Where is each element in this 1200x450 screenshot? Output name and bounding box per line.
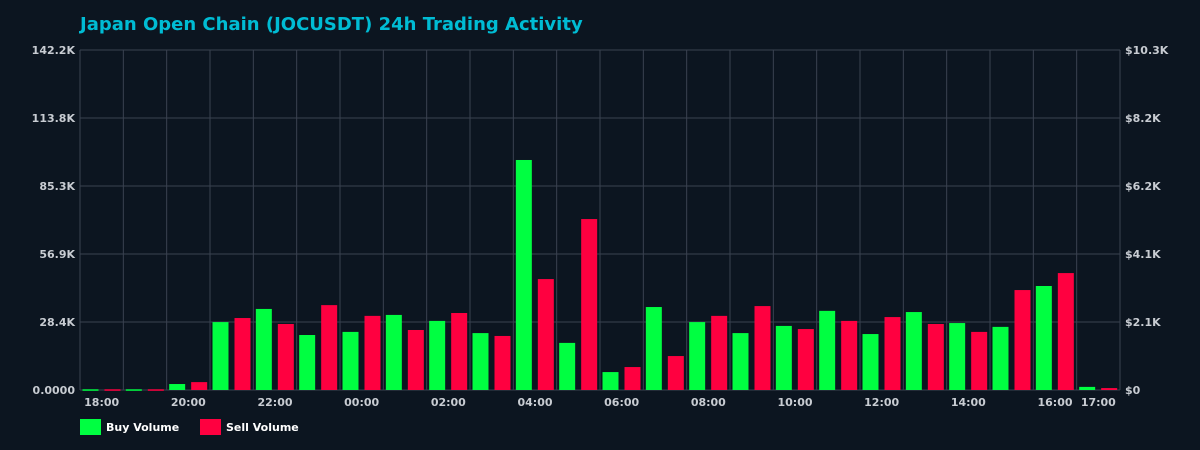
- legend-sell-swatch: [200, 419, 221, 435]
- y2-tick-label: $10.3K: [1125, 44, 1169, 57]
- y2-tick-label: $6.2K: [1125, 180, 1161, 193]
- legend-buy-swatch: [80, 419, 101, 435]
- x-tick-label: 12:00: [864, 396, 899, 409]
- sell-volume-bar: [841, 320, 858, 390]
- legend-sell: Sell Volume: [200, 419, 299, 435]
- sell-volume-bar: [624, 367, 641, 390]
- y2-tick-label: $2.1K: [1125, 316, 1161, 329]
- legend-buy-label: Buy Volume: [106, 420, 180, 434]
- buy-volume-bar: [689, 322, 706, 390]
- chart-title: Japan Open Chain (JOCUSDT) 24h Trading A…: [80, 14, 583, 35]
- buy-volume-bar: [82, 389, 99, 391]
- sell-volume-bar: [407, 329, 424, 390]
- sell-volume-bar: [321, 305, 338, 390]
- sell-volume-bar: [711, 315, 728, 390]
- x-tick-label: 20:00: [171, 396, 206, 409]
- y-tick-label: 28.4K: [39, 316, 75, 329]
- sell-volume-bar: [1014, 290, 1031, 390]
- sell-volume-bar: [971, 331, 988, 390]
- y2-tick-label: $8.2K: [1125, 112, 1161, 125]
- x-tick-label: 00:00: [344, 396, 379, 409]
- y-tick-label: 113.8K: [32, 112, 76, 125]
- buy-volume-bar: [212, 322, 229, 390]
- buy-volume-bar: [385, 314, 402, 390]
- sell-volume-bar: [191, 382, 208, 390]
- buy-volume-bar: [732, 333, 749, 390]
- buy-volume-bar: [559, 342, 576, 390]
- x-tick-label: 16:00: [1037, 396, 1072, 409]
- x-tick-label: 04:00: [517, 396, 552, 409]
- buy-volume-bar: [1035, 285, 1052, 390]
- buy-volume-bar: [169, 384, 186, 390]
- x-tick-label: 06:00: [604, 396, 639, 409]
- sell-volume-bar: [884, 317, 901, 390]
- buy-volume-bar: [255, 308, 272, 390]
- sell-volume-bar: [581, 219, 598, 390]
- x-tick-label: 18:00: [84, 396, 119, 409]
- sell-volume-bar: [1057, 273, 1074, 390]
- sell-volume-bar: [537, 279, 554, 390]
- sell-volume-bar: [1101, 388, 1118, 390]
- x-tick-label: 08:00: [691, 396, 726, 409]
- buy-volume-bar: [775, 325, 792, 390]
- sell-volume-bar: [797, 329, 814, 390]
- sell-volume-bar: [147, 389, 164, 391]
- y-tick-label: 142.2K: [32, 44, 76, 57]
- x-tick-label: 02:00: [431, 396, 466, 409]
- buy-volume-bar: [602, 372, 619, 390]
- buy-volume-bar: [905, 312, 922, 390]
- buy-volume-bar: [342, 331, 359, 390]
- buy-volume-bar: [429, 320, 446, 390]
- buy-volume-bar: [472, 333, 489, 390]
- x-tick-label: 22:00: [257, 396, 292, 409]
- sell-volume-bar: [234, 318, 251, 390]
- x-tick-label: 17:00: [1081, 396, 1116, 409]
- y2-tick-label: $0: [1125, 384, 1141, 397]
- y-tick-label: 85.3K: [39, 180, 75, 193]
- buy-volume-bar: [992, 326, 1009, 390]
- buy-volume-bar: [125, 389, 142, 391]
- buy-volume-bar: [819, 310, 836, 390]
- sell-volume-bar: [277, 324, 294, 390]
- x-tick-label: 14:00: [951, 396, 986, 409]
- x-tick-label: 10:00: [777, 396, 812, 409]
- buy-volume-bar: [645, 307, 662, 390]
- buy-volume-bar: [862, 334, 879, 390]
- buy-volume-bar: [949, 323, 966, 390]
- y-tick-label: 0.0000: [33, 384, 76, 397]
- buy-volume-bar: [515, 159, 532, 390]
- legend-sell-label: Sell Volume: [226, 420, 299, 434]
- buy-volume-bar: [1079, 386, 1096, 390]
- sell-volume-bar: [667, 356, 684, 390]
- sell-volume-bar: [451, 313, 468, 390]
- sell-volume-bar: [104, 389, 121, 391]
- sell-volume-bar: [364, 315, 381, 390]
- legend-buy: Buy Volume: [80, 419, 179, 435]
- sell-volume-bar: [494, 335, 511, 390]
- sell-volume-bar: [754, 306, 771, 390]
- buy-volume-bar: [299, 335, 316, 390]
- y-tick-label: 56.9K: [39, 248, 75, 261]
- y2-tick-label: $4.1K: [1125, 248, 1161, 261]
- sell-volume-bar: [927, 324, 944, 390]
